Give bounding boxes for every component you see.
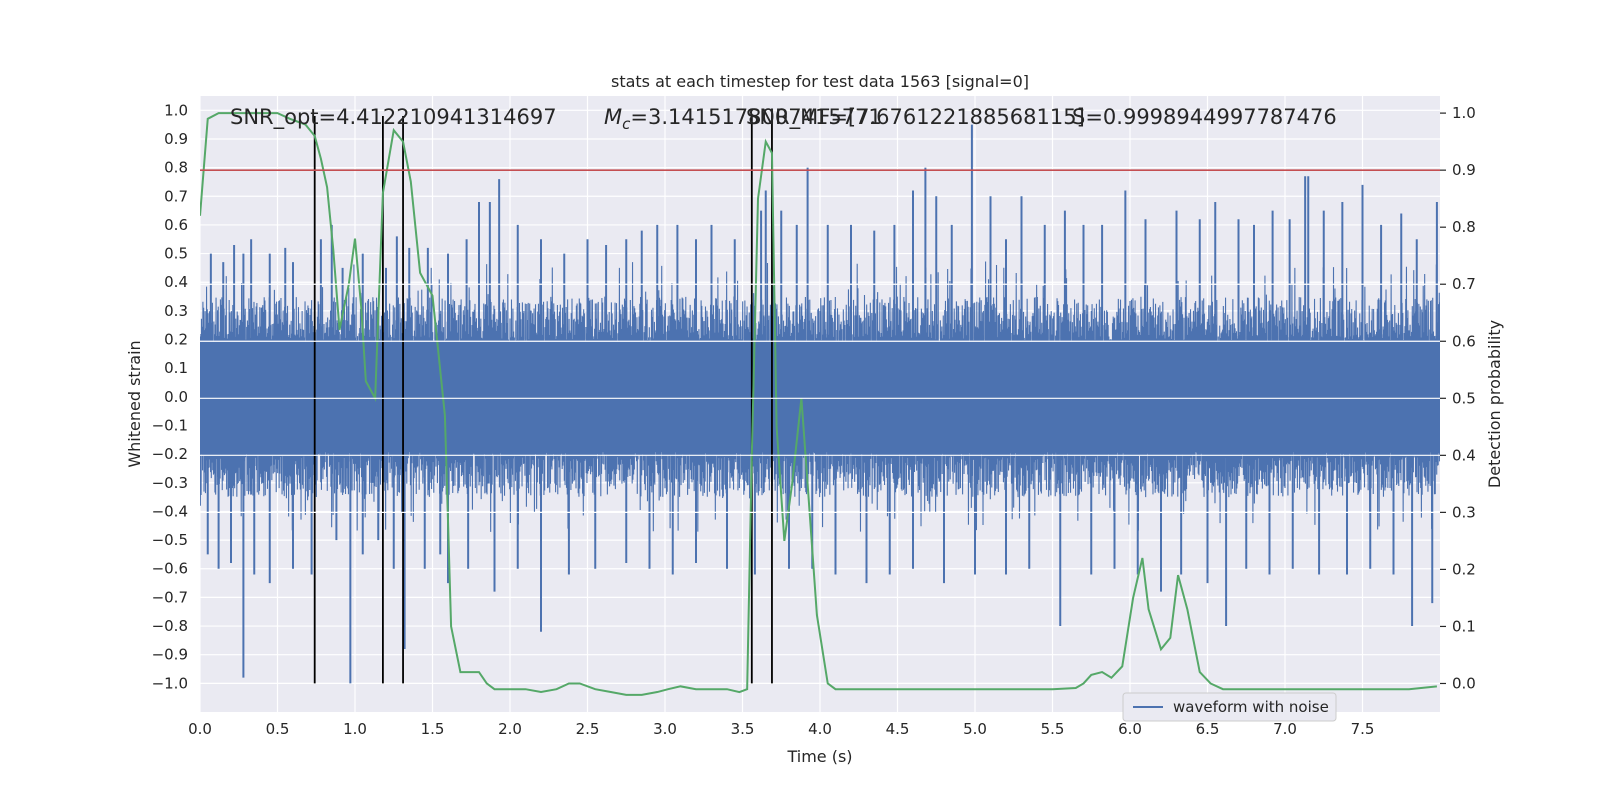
x-tick-label-12: 6.0 <box>1118 720 1142 738</box>
x-tick-label-2: 1.0 <box>343 720 367 738</box>
y-left-tick-label-5: 0.5 <box>164 245 188 263</box>
x-tick-label-10: 5.0 <box>963 720 987 738</box>
y-left-tick-label-9: 0.1 <box>164 359 188 377</box>
y-left-tick-label-11: −0.1 <box>152 416 188 434</box>
y-left-tick-label-6: 0.4 <box>164 273 188 291</box>
x-axis-label: Time (s) <box>786 747 852 766</box>
y-right-tick-label-1: 0.9 <box>1452 161 1476 179</box>
y-left-tick-label-4: 0.6 <box>164 216 188 234</box>
annotation-snr-mf: SNR_MF=[7.676122188568115] <box>746 105 1085 130</box>
y-right-tick-label-7: 0.3 <box>1452 503 1476 521</box>
y-left-tick-label-15: −0.5 <box>152 531 188 549</box>
y-right-axis-ticks: 1.0 0.9 0.8 0.7 0.6 0.5 0.4 0.3 0.2 0.1 0.0 <box>1440 104 1476 692</box>
y-right-tick-label-10: 0.0 <box>1452 674 1476 692</box>
x-tick-label-8: 4.0 <box>808 720 832 738</box>
y-left-axis-label: Whitened strain <box>125 340 144 467</box>
x-tick-label-15: 7.5 <box>1351 720 1375 738</box>
x-tick-label-5: 2.5 <box>576 720 600 738</box>
annotation-chirp-mass: Mc=3.1415178007415771 <box>604 105 882 133</box>
y-right-tick-label-3: 0.7 <box>1452 275 1476 293</box>
x-axis-ticks: 0.0 0.5 1.0 1.5 2.0 2.5 3.0 3.5 4.0 4.5 5.0 5.5 6.0 6… <box>188 720 1374 738</box>
y-right-tick-label-9: 0.1 <box>1452 617 1476 635</box>
y-right-tick-label-2: 0.8 <box>1452 218 1476 236</box>
y-left-tick-label-16: −0.6 <box>152 560 188 578</box>
x-tick-label-3: 1.5 <box>421 720 445 738</box>
waveform-series <box>200 124 1440 684</box>
x-tick-label-9: 4.5 <box>886 720 910 738</box>
annotations: SNR_opt=4.412210941314697 Mc=3.141517800… <box>230 105 1337 133</box>
y-left-tick-label-20: −1.0 <box>152 674 188 692</box>
y-left-tick-label-3: 0.7 <box>164 187 188 205</box>
y-left-tick-label-13: −0.3 <box>152 474 188 492</box>
y-right-axis-label: Detection probability <box>1485 320 1504 488</box>
y-left-tick-label-10: 0.0 <box>164 388 188 406</box>
y-right-tick-label-6: 0.4 <box>1452 446 1476 464</box>
x-tick-label-14: 7.0 <box>1273 720 1297 738</box>
annotation-mc-value: =3.1415178007415771 <box>630 105 881 129</box>
x-tick-label-6: 3.0 <box>653 720 677 738</box>
y-left-tick-label-12: −0.2 <box>152 445 188 463</box>
y-left-tick-label-18: −0.8 <box>152 617 188 635</box>
x-tick-label-7: 3.5 <box>731 720 755 738</box>
y-right-tick-label-4: 0.6 <box>1452 332 1476 350</box>
y-right-tick-label-5: 0.5 <box>1452 389 1476 407</box>
waveform-line <box>200 261 1440 532</box>
y-left-tick-label-19: −0.9 <box>152 646 188 664</box>
y-right-tick-label-0: 1.0 <box>1452 104 1476 122</box>
x-tick-label-1: 0.5 <box>266 720 290 738</box>
x-tick-label-13: 6.5 <box>1196 720 1220 738</box>
detection-probability-series <box>200 112 1438 696</box>
detection-probability-line <box>200 112 1438 696</box>
chart-title: stats at each timestep for test data 156… <box>611 72 1029 91</box>
annotation-snr-opt: SNR_opt=4.412210941314697 <box>230 105 557 130</box>
y-left-axis-ticks: 1.0 0.9 0.8 0.7 0.6 0.5 0.4 0.3 0.2 0.1 0.0 −0.1 −0.… <box>152 101 188 692</box>
annotation-mc-subscript: c <box>622 115 631 133</box>
annotation-mc-symbol: M <box>604 105 622 129</box>
y-left-tick-label-2: 0.8 <box>164 159 188 177</box>
x-tick-label-11: 5.5 <box>1041 720 1065 738</box>
y-left-tick-label-7: 0.3 <box>164 302 188 320</box>
right-axis-grid <box>200 283 1440 513</box>
y-left-tick-label-1: 0.9 <box>164 130 188 148</box>
annotation-s-value: S=0.9998944997787476 <box>1072 105 1337 129</box>
legend: waveform with noise <box>1122 692 1337 722</box>
y-left-tick-label-0: 1.0 <box>164 101 188 119</box>
y-left-tick-label-14: −0.4 <box>152 502 188 520</box>
legend-box <box>1122 692 1337 722</box>
legend-label-waveform: waveform with noise <box>1173 698 1329 716</box>
x-tick-label-0: 0.0 <box>188 720 212 738</box>
y-right-tick-label-8: 0.2 <box>1452 560 1476 578</box>
x-tick-label-4: 2.0 <box>498 720 522 738</box>
y-left-tick-label-8: 0.2 <box>164 331 188 349</box>
y-left-tick-label-17: −0.7 <box>152 588 188 606</box>
